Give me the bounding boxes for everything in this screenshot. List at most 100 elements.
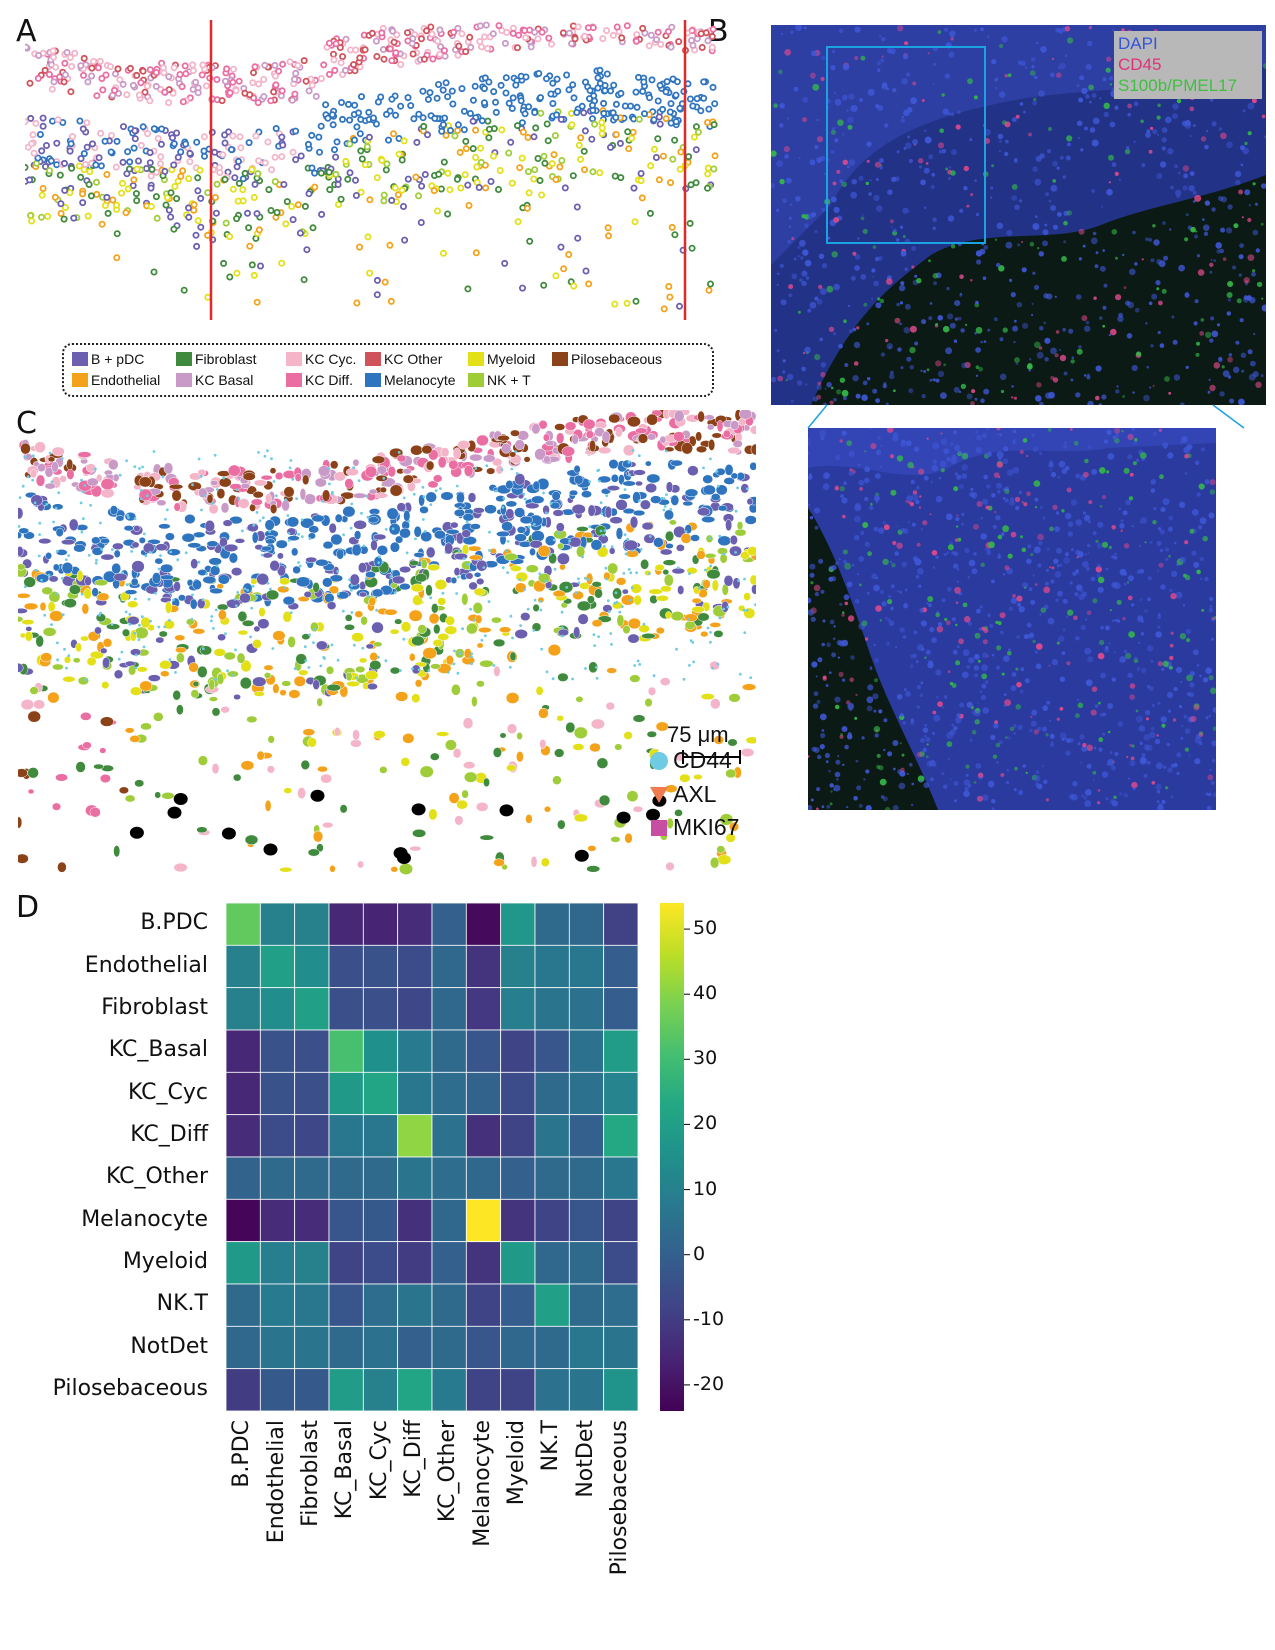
nucleus — [1078, 257, 1082, 261]
segmented-cell — [192, 579, 202, 590]
legend-item: KC Other — [365, 351, 442, 367]
nucleus — [1044, 223, 1048, 227]
nucleus — [1065, 615, 1069, 619]
nucleus — [962, 602, 968, 608]
cell-point — [119, 179, 127, 187]
segmented-cell — [501, 521, 513, 532]
cell-point — [346, 46, 354, 54]
nucleus — [827, 236, 831, 240]
nucleus — [812, 83, 820, 91]
nucleus — [1199, 556, 1204, 562]
segmented-cell — [414, 679, 423, 688]
nucleus — [1261, 297, 1264, 300]
nucleus — [779, 123, 784, 128]
cell-point — [669, 155, 677, 163]
segmented-cell — [534, 448, 547, 461]
nucleus — [810, 616, 816, 622]
nucleus — [854, 716, 858, 720]
nucleus — [1019, 449, 1024, 455]
nucleus — [1123, 582, 1127, 586]
nucleus — [849, 329, 854, 334]
channel-label: CD45 — [1118, 55, 1162, 74]
segmented-cell — [503, 552, 518, 561]
nucleus — [1109, 799, 1115, 804]
nucleus — [1045, 192, 1049, 197]
nucleus — [899, 225, 904, 229]
nucleus — [1078, 228, 1085, 235]
nucleus — [910, 479, 915, 485]
nucleus — [1016, 595, 1023, 602]
segmented-cell — [61, 539, 76, 546]
nucleus — [991, 59, 997, 65]
segmented-cell — [557, 542, 564, 550]
segmented-cell — [653, 537, 664, 548]
nucleus — [932, 710, 937, 715]
nucleus — [967, 78, 973, 85]
marker-cd44 — [745, 487, 749, 491]
nucleus — [979, 690, 982, 693]
nucleus — [975, 430, 978, 434]
nucleus — [1209, 489, 1215, 495]
segmented-cell — [216, 583, 224, 590]
nucleus — [1063, 240, 1067, 244]
cell-point — [337, 195, 345, 203]
nucleus — [1026, 363, 1033, 370]
nucleus — [1131, 525, 1134, 528]
nucleus — [1016, 301, 1023, 308]
cell-point — [25, 43, 30, 51]
segmented-cell — [121, 628, 131, 637]
nucleus — [856, 785, 862, 791]
segmented-cell — [492, 638, 506, 648]
nucleus — [974, 708, 981, 714]
cell-point — [434, 37, 442, 45]
segmented-cell — [189, 598, 198, 610]
segmented-cell — [554, 423, 566, 431]
cell-point — [601, 87, 609, 95]
cell-point — [51, 63, 59, 71]
nucleus — [1132, 391, 1135, 394]
nucleus — [1034, 178, 1042, 186]
cell-point — [29, 131, 37, 139]
nucleus — [983, 245, 989, 250]
nucleus — [1081, 591, 1087, 597]
nucleus — [1166, 742, 1170, 747]
cell-point — [569, 81, 577, 89]
marker-cd44 — [662, 508, 666, 512]
nucleus — [958, 638, 964, 645]
segmented-cell — [639, 499, 651, 510]
segmented-cell — [287, 635, 296, 648]
cell-point — [662, 88, 670, 96]
cell-point — [89, 140, 97, 148]
nucleus — [928, 154, 934, 160]
nucleus — [1137, 615, 1144, 622]
segmented-cell — [283, 486, 295, 498]
nucleus — [782, 359, 786, 363]
segmented-cell — [220, 706, 230, 714]
segmented-cell — [408, 609, 423, 622]
cell-point — [165, 99, 173, 107]
nucleus — [953, 486, 959, 492]
nucleus — [916, 705, 920, 709]
nucleus — [826, 642, 831, 647]
nucleus — [1222, 257, 1227, 261]
segmented-cell — [349, 573, 360, 586]
nucleus — [973, 781, 977, 784]
nucleus — [872, 388, 878, 394]
nucleus — [946, 551, 950, 555]
segmented-cell — [394, 535, 404, 544]
cell-point — [570, 94, 578, 102]
nucleus — [1077, 702, 1084, 709]
nucleus — [877, 297, 881, 301]
segmented-cell — [389, 628, 400, 635]
cell-point — [630, 184, 638, 192]
cell-point — [407, 102, 415, 110]
nucleus — [1139, 452, 1147, 459]
nucleus — [854, 26, 861, 33]
nucleus — [1046, 547, 1050, 551]
nucleus — [968, 559, 976, 567]
cell-point — [373, 174, 381, 182]
nucleus — [925, 737, 931, 742]
nucleus — [1172, 339, 1178, 345]
nucleus — [1211, 758, 1216, 763]
nucleus — [1227, 281, 1234, 287]
